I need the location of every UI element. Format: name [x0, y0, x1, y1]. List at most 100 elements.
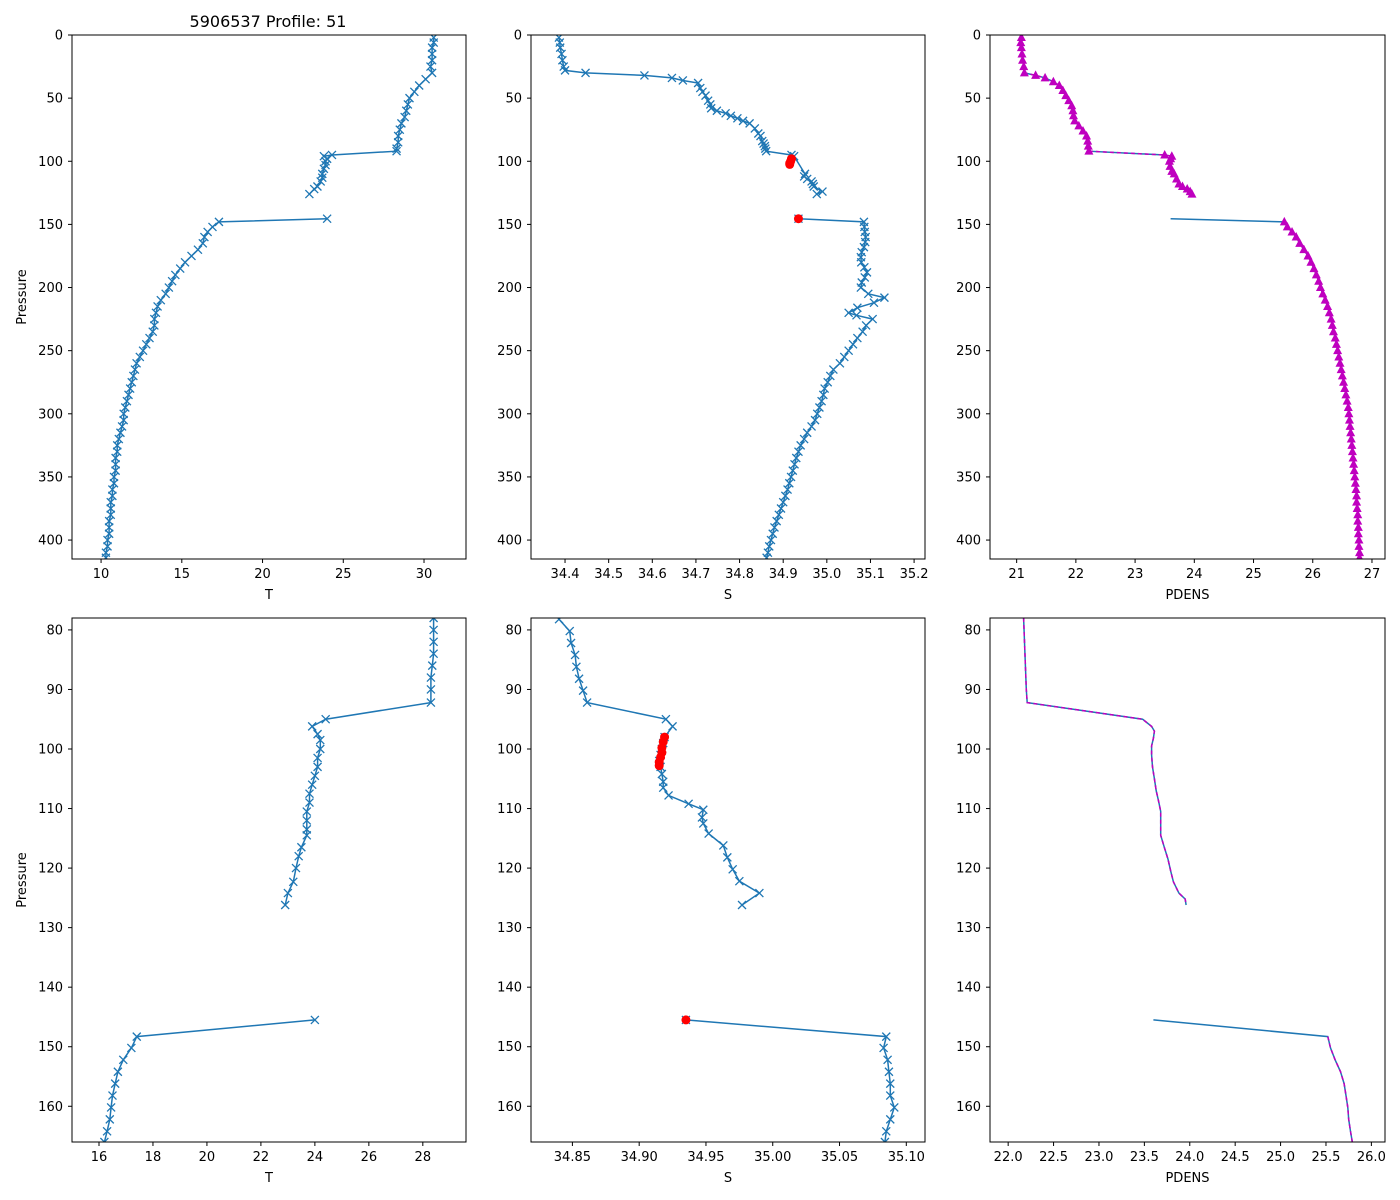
x-point-marker: [812, 189, 822, 199]
x-tick-label: 24.5: [1221, 1150, 1250, 1165]
triangle-point-marker: [1160, 149, 1170, 159]
axes-frame: [530, 34, 926, 560]
x-point-marker: [198, 238, 208, 248]
y-tick-label: 350: [497, 470, 522, 485]
x-tick-label: 34.95: [687, 1150, 724, 1165]
x-tick-label: 22: [253, 1150, 270, 1165]
x-point-marker: [554, 618, 564, 624]
x-point-marker: [783, 485, 793, 495]
triangle-point-marker: [1314, 276, 1324, 285]
triangle-point-marker: [1348, 452, 1358, 462]
triangle-point-marker: [1352, 490, 1362, 500]
y-tick-label: 100: [956, 155, 981, 170]
triangle-point-marker: [1345, 421, 1355, 430]
x-point-marker: [856, 283, 866, 292]
flagged-point-marker: [793, 214, 803, 224]
x-point-marker: [883, 1055, 893, 1065]
triangle-point-marker: [1187, 189, 1197, 198]
x-point-marker: [786, 472, 796, 482]
x-point-marker: [884, 1067, 894, 1077]
x-point-marker: [582, 698, 592, 708]
triangle-point-marker: [1299, 244, 1309, 254]
triangle-point-marker: [1068, 105, 1078, 115]
x-point-marker: [812, 409, 822, 419]
x-point-marker: [429, 625, 439, 635]
triangle-point-marker: [1083, 141, 1093, 150]
triangle-point-marker: [1333, 345, 1343, 355]
x-point-marker: [734, 876, 744, 886]
x-point-marker: [426, 698, 436, 708]
triangle-point-marker: [1323, 301, 1333, 310]
x-point-marker: [141, 339, 151, 349]
x-point-marker: [108, 1091, 117, 1101]
triangle-point-marker: [1016, 37, 1026, 47]
axes-frame: [989, 617, 1386, 1143]
y-tick-label: 100: [497, 155, 522, 170]
plot-area: [1016, 35, 1365, 559]
triangle-point-marker: [1344, 408, 1354, 418]
x-point-marker: [305, 789, 314, 799]
plot-area: [99, 618, 439, 1142]
y-tick-label: 90: [964, 683, 981, 698]
x-point-marker: [305, 798, 314, 808]
x-point-marker: [315, 735, 325, 745]
panel-s-zoom: 34.85 34.90 34.95 35.00 35.05 35.10 80 90 100 110…: [497, 617, 926, 1186]
x-point-marker: [291, 863, 301, 873]
x-point-marker: [869, 298, 879, 308]
x-point-marker: [111, 459, 121, 469]
x-tick-label: 34.5: [594, 567, 623, 582]
x-point-marker: [770, 522, 779, 532]
x-point-marker: [574, 674, 584, 684]
x-point-marker: [106, 1103, 116, 1112]
y-tick-label: 130: [956, 921, 981, 936]
x-tick-label: 16: [91, 1150, 108, 1165]
triangle-point-marker: [1084, 146, 1094, 155]
density-overlay-line: [1327, 1036, 1354, 1142]
x-point-marker: [99, 1137, 109, 1142]
triangle-point-marker: [1347, 440, 1357, 449]
x-point-marker: [863, 289, 873, 299]
x-point-marker: [566, 638, 576, 648]
x-point-marker: [860, 272, 870, 282]
y-tick-label: 130: [38, 921, 63, 936]
flagged-point-marker: [785, 159, 795, 169]
y-tick-label: 100: [38, 155, 63, 170]
triangle-point-marker: [1352, 497, 1362, 506]
triangle-point-marker: [1335, 358, 1345, 367]
x-point-marker: [167, 276, 177, 286]
y-tick-label: 0: [973, 29, 981, 44]
x-tick-label: 23.5: [1130, 1150, 1159, 1165]
triangle-point-marker: [1040, 72, 1050, 82]
x-tick-label: 22.5: [1039, 1150, 1068, 1165]
x-point-marker: [678, 75, 688, 85]
y-tick-label: 150: [956, 218, 981, 233]
x-tick-label: 34.85: [554, 1150, 591, 1165]
plot-area: [101, 35, 439, 559]
x-point-marker: [104, 522, 114, 532]
x-point-marker: [578, 686, 588, 696]
x-tick-label: 21: [1008, 567, 1025, 582]
x-point-marker: [844, 308, 854, 318]
y-tick-label: 160: [38, 1100, 63, 1115]
triangle-point-marker: [1339, 377, 1349, 386]
x-point-marker: [732, 113, 742, 123]
y-tick-label: 300: [497, 407, 522, 422]
flagged-point-marker: [654, 761, 664, 771]
x-tick-label: 34.4: [551, 567, 580, 582]
x-point-marker: [879, 293, 889, 303]
y-tick-label: 200: [497, 281, 522, 296]
x-point-marker: [684, 799, 694, 809]
x-point-marker: [161, 289, 171, 299]
x-point-marker: [132, 1032, 142, 1042]
x-point-marker: [307, 780, 317, 790]
x-point-marker: [664, 790, 674, 800]
y-tick-label: 350: [38, 470, 63, 485]
x-tick-label: 22.0: [994, 1150, 1023, 1165]
x-point-marker: [722, 852, 732, 862]
x-tick-label: 26.0: [1357, 1150, 1386, 1165]
x-point-marker: [148, 327, 158, 337]
triangle-point-marker: [1064, 95, 1074, 105]
x-point-marker: [658, 783, 668, 793]
x-point-marker: [111, 453, 121, 463]
